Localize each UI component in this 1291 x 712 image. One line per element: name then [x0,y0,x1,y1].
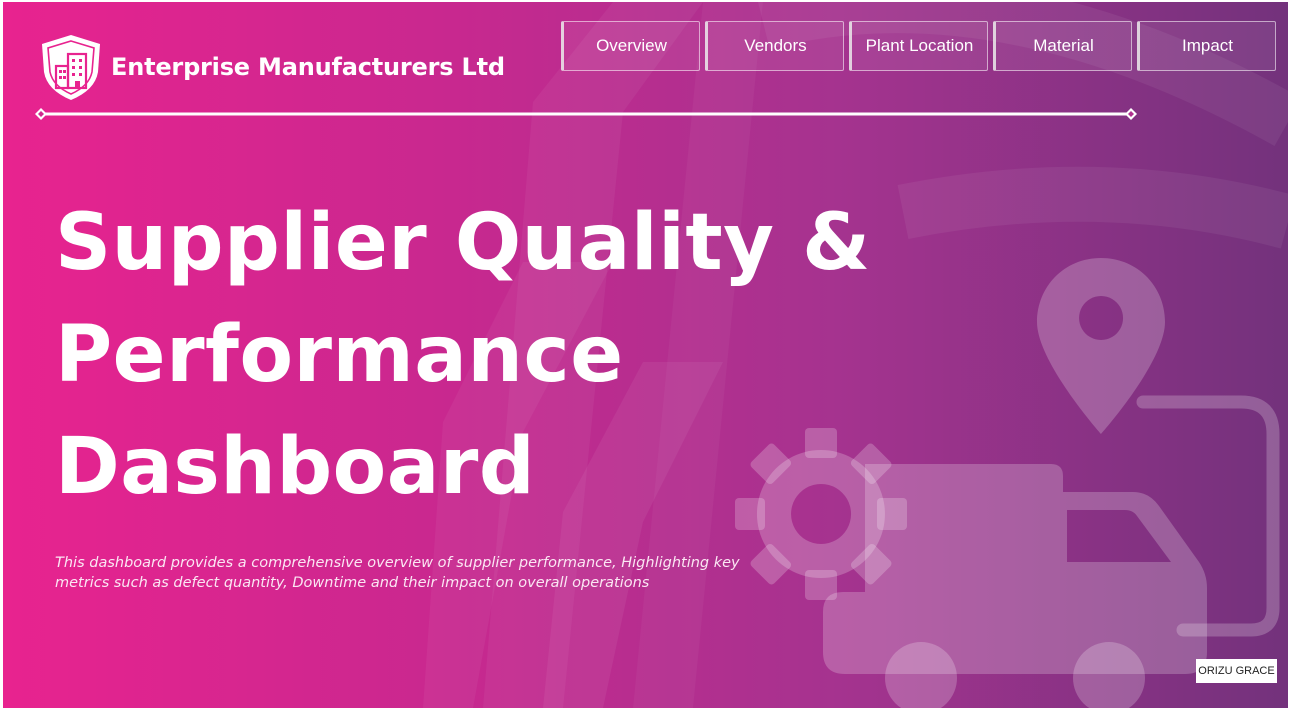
nav-button-material[interactable]: Material [993,21,1132,71]
company-name: Enterprise Manufacturers Ltd [111,53,505,81]
page-title-line: Performance [55,310,624,400]
nav-button-vendors[interactable]: Vendors [705,21,844,71]
page-title-line: Supplier Quality & [55,198,871,288]
gear-icon [735,428,907,600]
background-illustration [423,2,1288,708]
brand: Enterprise Manufacturers Ltd [37,32,505,102]
delivery-truck-icon [823,464,1207,708]
top-navigation: Overview Vendors Plant Location Material… [561,21,1276,71]
nav-button-plant-location[interactable]: Plant Location [849,21,988,71]
nav-button-overview[interactable]: Overview [561,21,700,71]
building-shield-icon [42,35,100,100]
page-title: Supplier Quality & Performance Dashboard [55,187,871,523]
header-divider [35,108,1137,120]
nav-button-impact[interactable]: Impact [1137,21,1276,71]
dashboard-cover: Enterprise Manufacturers Ltd Overview Ve… [3,2,1288,708]
page-title-line: Dashboard [55,422,536,512]
author-label: ORIZU GRACE [1196,659,1277,683]
location-pin-icon [1037,258,1165,434]
dashboard-description: This dashboard provides a comprehensive … [55,555,740,591]
